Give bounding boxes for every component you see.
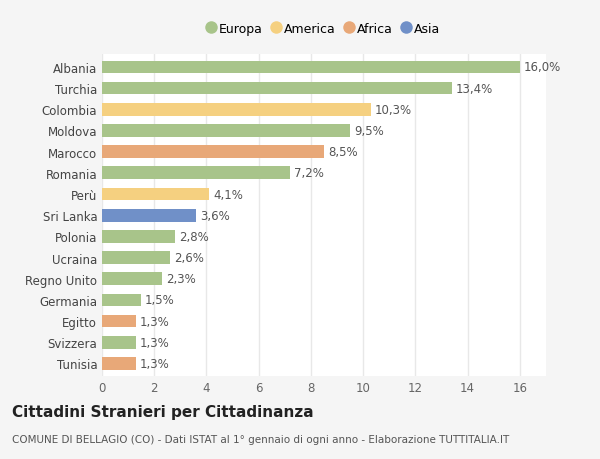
Text: 8,5%: 8,5% <box>328 146 358 159</box>
Bar <box>102 62 520 74</box>
Text: 4,1%: 4,1% <box>213 188 243 201</box>
Bar <box>102 315 136 328</box>
Legend: Europa, America, Africa, Asia: Europa, America, Africa, Asia <box>208 23 440 36</box>
Bar <box>102 209 196 222</box>
Text: 1,5%: 1,5% <box>145 294 175 307</box>
Bar <box>102 167 290 180</box>
Text: 2,8%: 2,8% <box>179 230 209 243</box>
Text: Cittadini Stranieri per Cittadinanza: Cittadini Stranieri per Cittadinanza <box>12 404 314 419</box>
Text: 13,4%: 13,4% <box>456 83 493 95</box>
Text: 1,3%: 1,3% <box>140 357 170 370</box>
Text: 9,5%: 9,5% <box>354 125 384 138</box>
Bar <box>102 273 162 285</box>
Bar <box>102 252 170 264</box>
Text: 1,3%: 1,3% <box>140 336 170 349</box>
Text: 7,2%: 7,2% <box>294 167 324 180</box>
Bar <box>102 336 136 349</box>
Bar <box>102 146 324 159</box>
Text: 2,6%: 2,6% <box>174 252 203 264</box>
Bar <box>102 104 371 117</box>
Text: 3,6%: 3,6% <box>200 209 230 222</box>
Bar <box>102 294 141 307</box>
Text: 2,3%: 2,3% <box>166 273 196 285</box>
Bar <box>102 188 209 201</box>
Text: 16,0%: 16,0% <box>524 62 561 74</box>
Bar <box>102 230 175 243</box>
Bar <box>102 125 350 138</box>
Bar <box>102 83 452 95</box>
Text: 10,3%: 10,3% <box>375 104 412 117</box>
Text: COMUNE DI BELLAGIO (CO) - Dati ISTAT al 1° gennaio di ogni anno - Elaborazione T: COMUNE DI BELLAGIO (CO) - Dati ISTAT al … <box>12 434 509 444</box>
Bar <box>102 358 136 370</box>
Text: 1,3%: 1,3% <box>140 315 170 328</box>
